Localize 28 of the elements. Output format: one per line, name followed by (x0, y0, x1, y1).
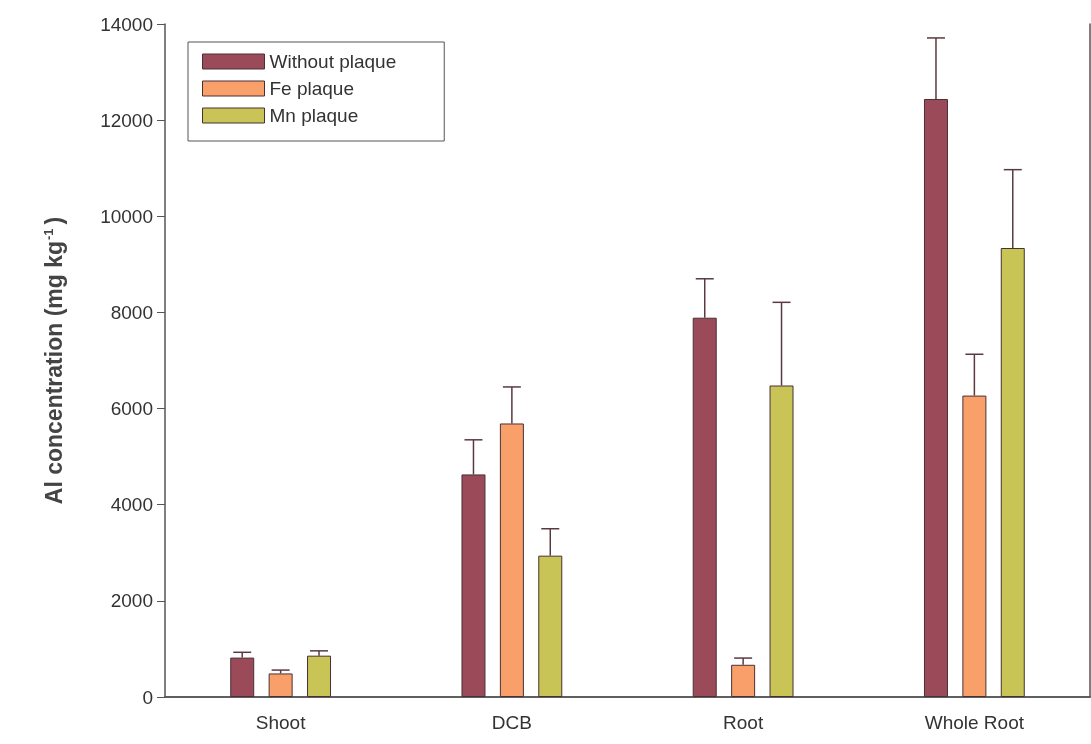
bar (307, 655, 332, 697)
bar (499, 423, 524, 697)
legend-label: Mn plaque (269, 105, 359, 126)
y-tick-label: 0 (142, 686, 153, 708)
bar (461, 474, 486, 697)
x-tick-label: Root (723, 712, 764, 733)
bar (731, 664, 756, 697)
bar (538, 555, 563, 697)
y-tick-label: 8000 (110, 301, 153, 323)
x-tick-label: Shoot (255, 712, 307, 733)
y-tick-label: 2000 (110, 590, 153, 612)
legend-label: Without plaque (269, 51, 397, 72)
legend-label: Fe plaque (269, 78, 355, 99)
bar (962, 395, 987, 697)
y-tick-label: 12000 (100, 109, 153, 131)
bar (923, 98, 948, 697)
y-tick-label: 6000 (110, 398, 153, 420)
y-tick-label: 10000 (100, 205, 153, 227)
bar (769, 385, 794, 697)
bar (1000, 248, 1025, 697)
x-tick-label: DCB (491, 712, 532, 733)
y-axis-title: Al concentration (mg kg-1) (40, 216, 67, 505)
y-tick-label: 4000 (110, 494, 153, 516)
y-tick-label: 14000 (100, 13, 153, 35)
x-tick-label: Whole Root (924, 712, 1025, 733)
bar (268, 673, 293, 697)
bar (692, 317, 717, 697)
bar (230, 657, 255, 697)
